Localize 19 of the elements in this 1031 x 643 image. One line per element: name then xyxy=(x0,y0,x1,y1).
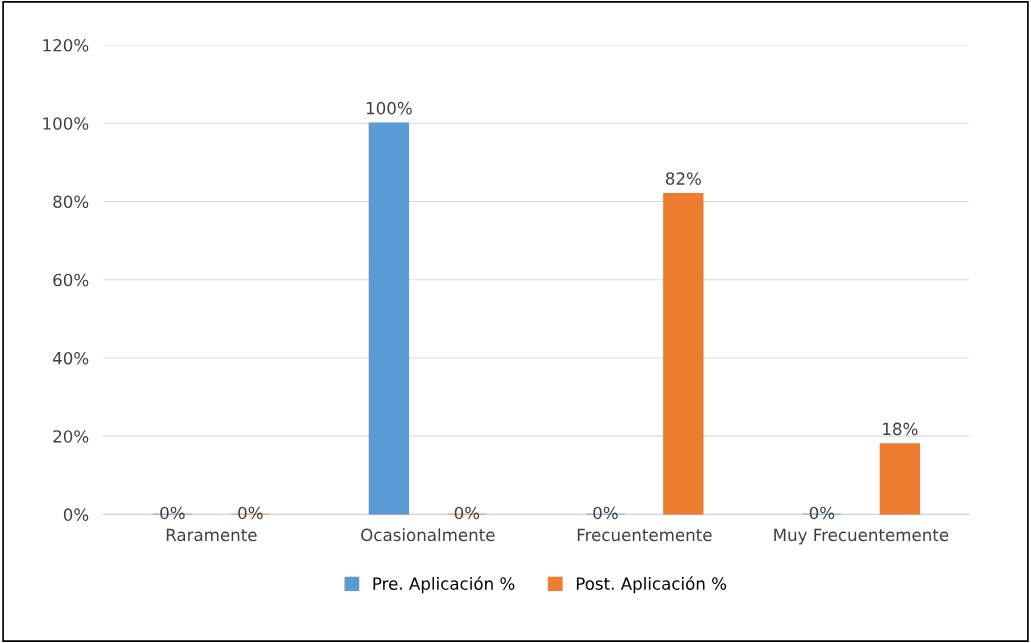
data-label: 0% xyxy=(809,506,835,520)
y-tick-label: 20% xyxy=(53,430,89,443)
data-label: 0% xyxy=(160,506,185,520)
legend-label: Pre. Aplicación % xyxy=(373,576,515,594)
y-tick-label: 40% xyxy=(52,351,89,365)
x-tick-label: Frecuentemente xyxy=(577,528,712,542)
y-tick-label: 100% xyxy=(43,117,89,130)
legend-label: Post. Aplicación % xyxy=(576,576,727,594)
x-tick-label: Muy Frecuentemente xyxy=(774,528,949,545)
data-label: 0% xyxy=(593,506,618,520)
x-tick-label: Raramente xyxy=(166,528,257,542)
data-label: 18% xyxy=(883,422,918,436)
y-tick-label: 60% xyxy=(53,273,89,287)
y-tick-label: 80% xyxy=(53,195,89,209)
y-tick-label: 120% xyxy=(43,38,89,52)
x-tick-label: Ocasionalmente xyxy=(361,528,495,542)
data-label: 82% xyxy=(665,172,701,185)
data-label: 100% xyxy=(366,101,412,115)
y-tick-label: 0% xyxy=(63,508,89,521)
